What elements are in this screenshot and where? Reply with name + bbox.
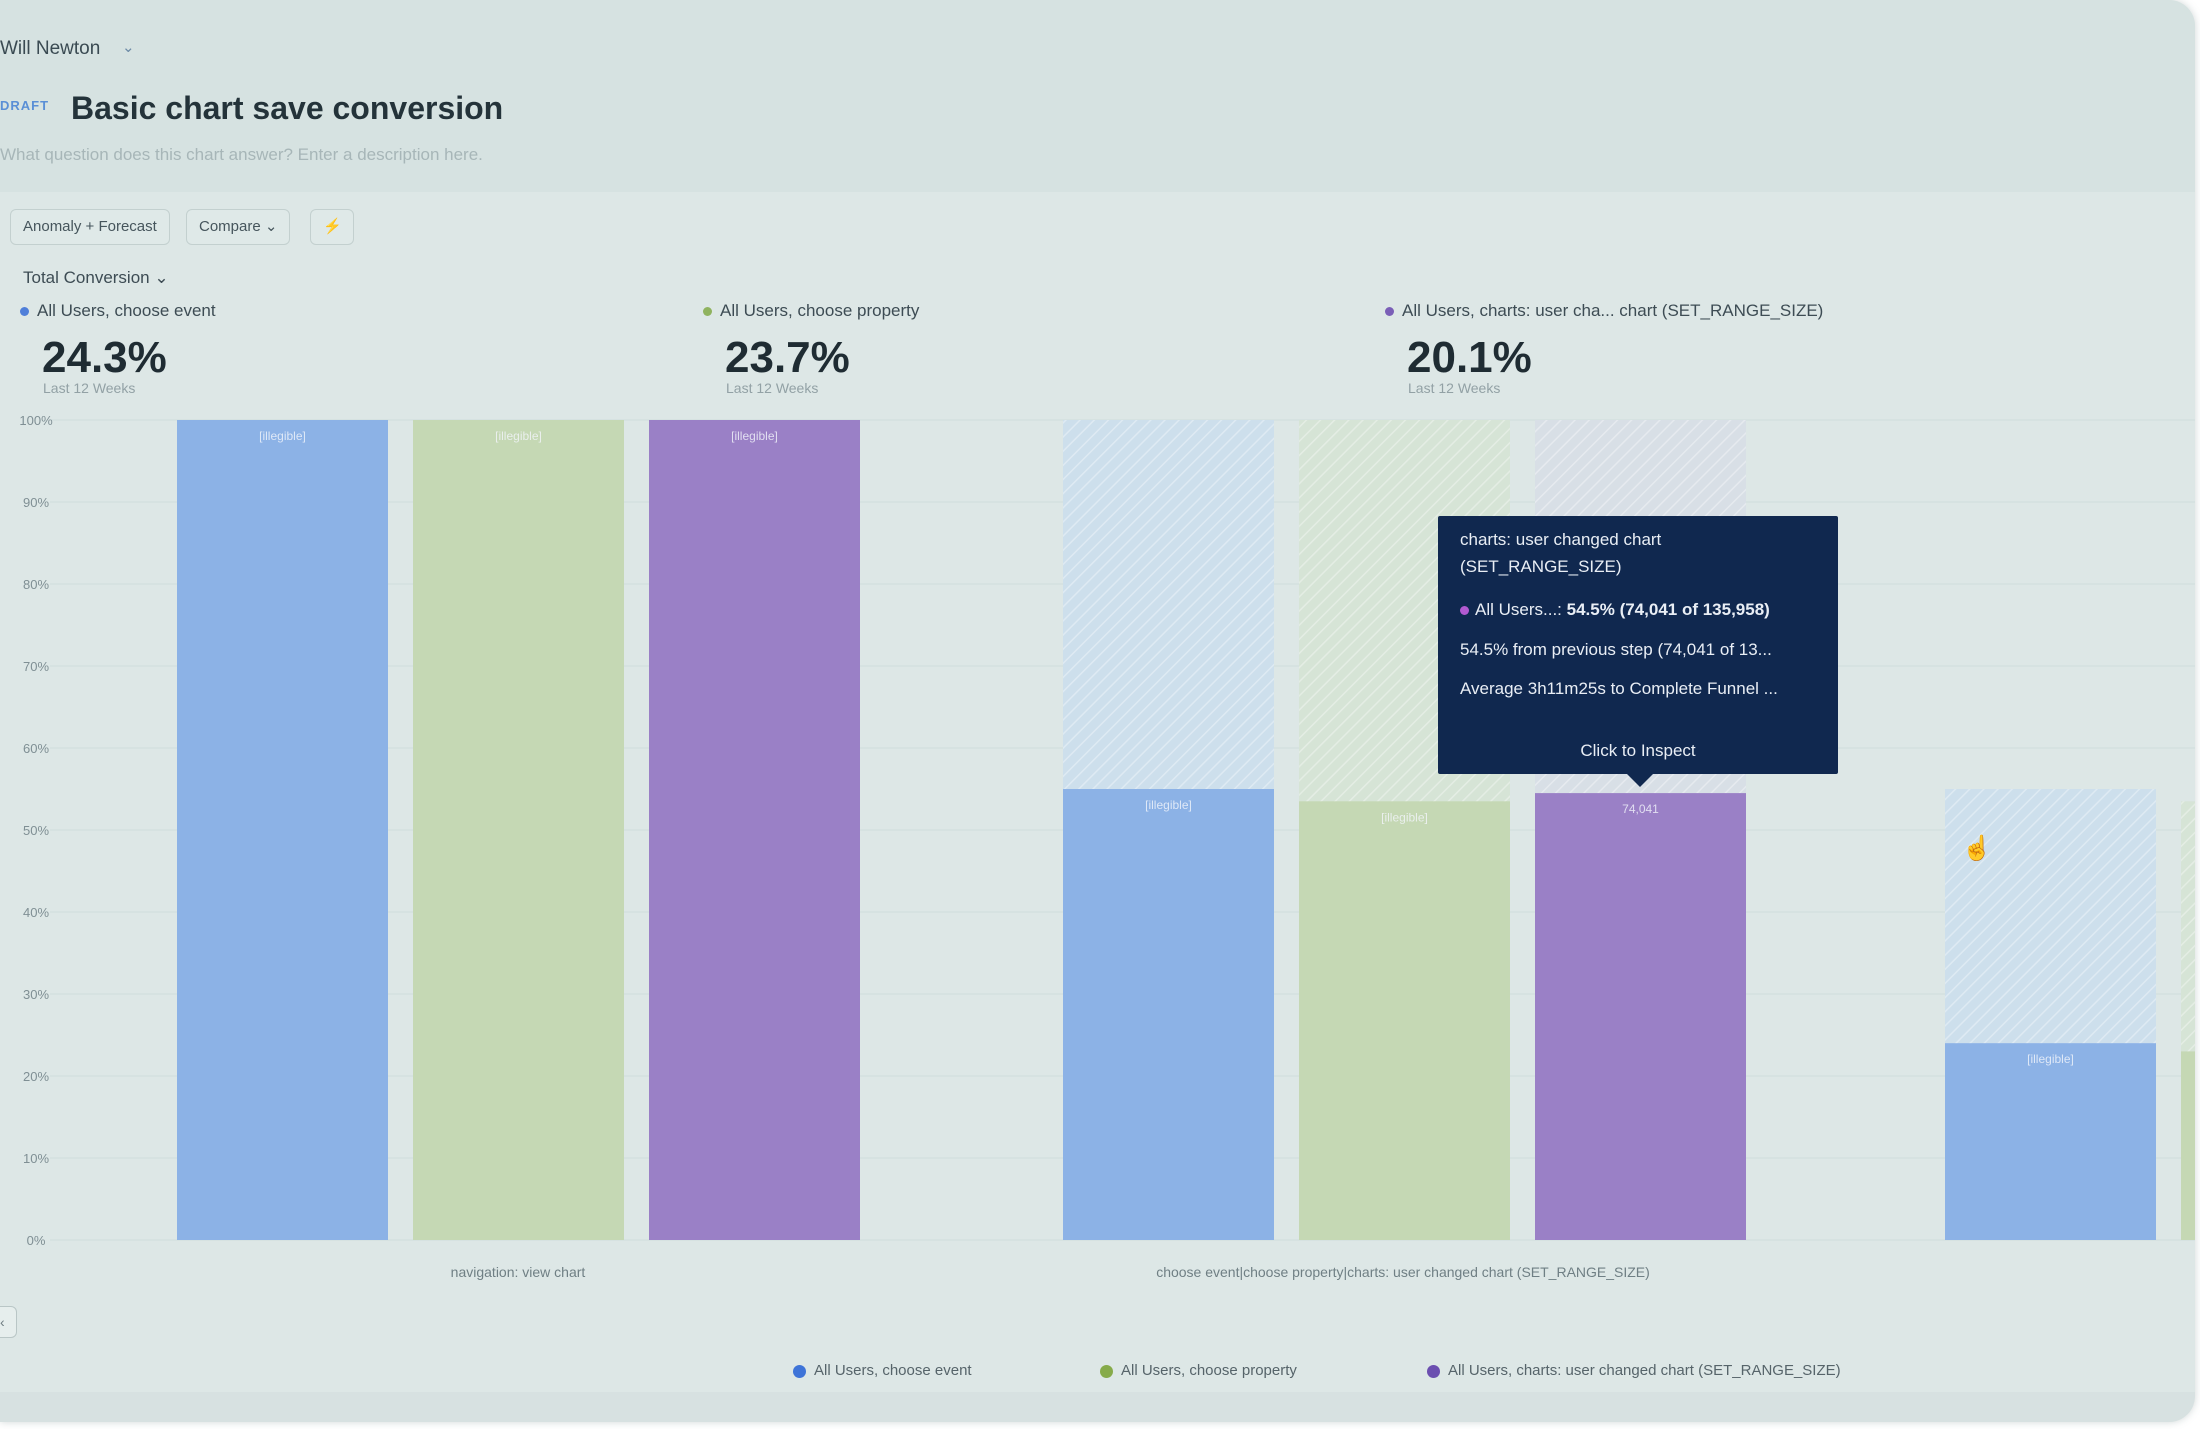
chevron-left-icon: ‹	[0, 1314, 5, 1330]
tooltip-arrow	[1627, 774, 1653, 787]
summary-period: Last 12 Weeks	[726, 380, 819, 396]
hand-cursor-icon: ☝	[1962, 835, 1992, 862]
tooltip-average: Average 3h11m25s to Complete Funnel ...	[1460, 679, 1778, 698]
y-tick-label: 60%	[23, 741, 49, 756]
series-dot-icon	[703, 307, 712, 317]
y-tick-label: 90%	[23, 495, 49, 510]
tooltip[interactable]: charts: user changed chart (SET_RANGE_SI…	[1438, 516, 1838, 774]
bolt-button[interactable]: ⚡	[310, 209, 354, 245]
compare-button[interactable]: Compare ⌄	[186, 209, 291, 245]
legend-label: All Users, choose event	[814, 1362, 972, 1379]
compare-label: Compare ⌄	[199, 218, 278, 235]
draft-badge: DRAFT	[0, 98, 50, 113]
bar	[413, 420, 624, 1240]
y-tick-label: 10%	[23, 1151, 49, 1166]
series-dot-icon	[1460, 606, 1469, 616]
y-tick-label: 20%	[23, 1069, 49, 1084]
series-dot-icon	[20, 307, 29, 317]
summary-label: All Users, charts: user cha... chart (SE…	[1402, 301, 1824, 320]
x-axis-label: choose event|choose property|charts: use…	[1156, 1264, 1650, 1280]
bottom-strip	[0, 1392, 2195, 1422]
anomaly-forecast-label: Anomaly + Forecast	[23, 218, 157, 235]
bar-value-label: [illegible]	[259, 429, 306, 443]
tooltip-series-value: 54.5% (74,041 of 135,958)	[1566, 600, 1770, 619]
legend-label: All Users, choose property	[1121, 1362, 1297, 1379]
legend-item-3[interactable]: All Users, charts: user changed chart (S…	[1427, 1362, 1841, 1379]
anomaly-forecast-button[interactable]: Anomaly + Forecast	[10, 209, 170, 245]
legend-item-1[interactable]: All Users, choose event	[793, 1362, 972, 1379]
tooltip-title: charts: user changed chart	[1460, 530, 1662, 549]
summary-label: All Users, choose event	[37, 301, 216, 320]
bar	[649, 420, 860, 1240]
page-title[interactable]: Basic chart save conversion	[71, 90, 504, 126]
y-tick-label: 30%	[23, 987, 49, 1002]
legend-item-2[interactable]: All Users, choose property	[1100, 1362, 1297, 1379]
collapse-sidebar-button[interactable]: ‹	[0, 1306, 17, 1338]
summary-value: 23.7%	[725, 333, 850, 382]
y-tick-label: 50%	[23, 823, 49, 838]
bolt-icon: ⚡	[323, 218, 342, 235]
bar	[1299, 801, 1510, 1240]
summary-value: 24.3%	[42, 333, 167, 382]
summary-value: 20.1%	[1407, 333, 1532, 382]
y-tick-label: 70%	[23, 659, 49, 674]
bar	[1945, 1043, 2156, 1240]
summary-legend-2[interactable]: All Users, choose property	[703, 301, 919, 321]
series-dot-icon	[1427, 1364, 1440, 1378]
y-tick-label: 80%	[23, 577, 49, 592]
owner-selector[interactable]: Will Newton	[0, 38, 101, 59]
bar	[2181, 1051, 2195, 1240]
summary-period: Last 12 Weeks	[1408, 380, 1501, 396]
tooltip-inspect-link[interactable]: Click to Inspect	[1580, 741, 1696, 760]
bar	[1063, 789, 1274, 1240]
header-band	[0, 0, 2195, 192]
bar-value-label: [illegible]	[495, 429, 542, 443]
y-tick-label: 0%	[27, 1233, 46, 1248]
tooltip-title-2: (SET_RANGE_SIZE)	[1460, 557, 1622, 576]
summary-label: All Users, choose property	[720, 301, 920, 320]
bar-value-label: [illegible]	[1381, 810, 1428, 824]
summary-period: Last 12 Weeks	[43, 380, 136, 396]
legend-label: All Users, charts: user changed chart (S…	[1448, 1362, 1841, 1379]
bar-value-label: [illegible]	[2027, 1052, 2074, 1066]
tooltip-previous-step: 54.5% from previous step (74,041 of 13..…	[1460, 640, 1772, 659]
x-axis-label: navigation: view chart	[451, 1264, 586, 1280]
y-tick-label: 100%	[19, 413, 53, 428]
series-dot-icon	[793, 1364, 806, 1378]
summary-legend-1[interactable]: All Users, choose event	[20, 301, 216, 321]
tooltip-series: All Users...: 54.5% (74,041 of 135,958)	[1460, 600, 1770, 620]
y-tick-label: 40%	[23, 905, 49, 920]
bar-value-label: [illegible]	[731, 429, 778, 443]
summary-legend-3[interactable]: All Users, charts: user cha... chart (SE…	[1385, 301, 1823, 321]
metric-select[interactable]: Total Conversion ⌄	[23, 268, 169, 287]
bar	[1535, 793, 1746, 1240]
chevron-down-icon[interactable]: ⌄	[122, 39, 135, 56]
bar-value-label: 74,041	[1622, 802, 1659, 816]
description-input[interactable]: What question does this chart answer? En…	[0, 145, 483, 164]
bar-value-label: [illegible]	[1145, 798, 1192, 812]
tooltip-series-name: All Users...:	[1475, 600, 1562, 619]
series-dot-icon	[1100, 1364, 1113, 1378]
series-dot-icon	[1385, 307, 1394, 317]
funnel-chart: 0% 10% 20% 30% 40% 50% 60% 70% 80% 90% 100% [illeg…	[19, 413, 2195, 1280]
bar	[177, 420, 388, 1240]
